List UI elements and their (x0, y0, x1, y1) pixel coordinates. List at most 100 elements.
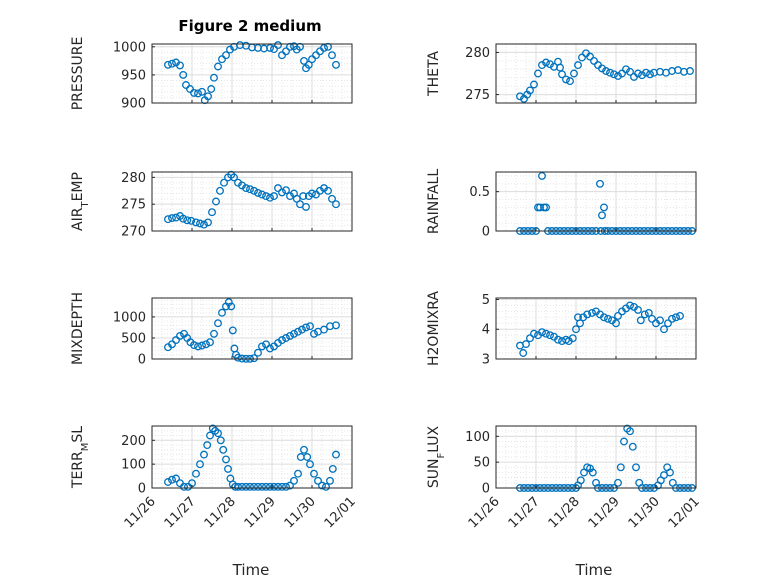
y-axis-label: AIRTEMP (70, 172, 91, 231)
data-point (258, 342, 266, 351)
axes-frame (151, 171, 353, 232)
data-point (222, 455, 230, 464)
data-point (312, 190, 320, 199)
subplot-h2omixra: 3 4 5 H2OMIXRA (426, 291, 697, 368)
data-point (538, 328, 546, 337)
y-tick-label: 0 (138, 482, 146, 497)
data-point (216, 436, 225, 445)
data-point (224, 464, 232, 473)
y-tick-label: 280 (465, 46, 490, 61)
data-point (224, 298, 233, 307)
subplot-terr-msl: 0 100 200 11/26 11/27 11/28 11/29 11/30 12/01 TER… (70, 424, 359, 531)
data-point (648, 314, 656, 323)
y-tick-label: 0 (138, 353, 146, 368)
x-tick-label: 11/27 (506, 494, 543, 531)
x-tick-label: 11/26 (466, 494, 503, 531)
data-point (612, 319, 620, 328)
data-point (572, 325, 580, 334)
data-point (583, 310, 592, 319)
data-point (332, 200, 340, 209)
data-point (300, 56, 308, 65)
data-point (622, 65, 630, 74)
data-point (214, 319, 222, 328)
data-point (208, 424, 217, 433)
data-point (586, 52, 594, 61)
data-point (274, 41, 282, 50)
data-point (246, 185, 254, 194)
data-point (216, 186, 224, 195)
data-point (568, 334, 577, 343)
axes-frame (495, 171, 697, 232)
data-point (202, 340, 210, 349)
data-point (230, 173, 238, 182)
data-point (176, 61, 184, 70)
data-point (286, 331, 294, 340)
y-axis-label: RAINFALL (426, 169, 442, 234)
data-point (204, 92, 212, 101)
data-point (190, 88, 198, 97)
data-point (194, 89, 202, 98)
data-point (179, 70, 188, 79)
data-point (227, 302, 236, 311)
data-point (282, 186, 290, 195)
data-point (656, 316, 664, 325)
data-point (302, 323, 310, 332)
data-point (200, 450, 208, 459)
data-point (598, 211, 606, 220)
x-tick-label: 11/30 (282, 494, 319, 531)
data-point (672, 313, 680, 322)
data-point (314, 476, 322, 485)
data-point (588, 468, 597, 477)
x-tick-label: 11/27 (162, 494, 199, 531)
subplot-air-temp: 270 275 280 AIRTEMP (70, 170, 353, 240)
axes-frame (151, 297, 353, 360)
axes-frame (151, 425, 353, 489)
data-point (266, 482, 274, 491)
data-point (542, 58, 550, 67)
data-point (538, 171, 546, 180)
data-point (194, 342, 202, 351)
data-point (294, 469, 302, 478)
data-point (590, 56, 598, 65)
data-point (614, 311, 622, 320)
y-axis-label: THETA (426, 51, 442, 97)
data-point (286, 481, 294, 490)
data-point (206, 338, 214, 347)
y-tick-label: 0 (482, 225, 490, 240)
data-point (626, 427, 634, 436)
data-point (184, 482, 192, 491)
data-point (310, 469, 318, 478)
data-point (606, 68, 614, 77)
data-point (218, 308, 226, 317)
data-point (308, 55, 316, 64)
data-point (203, 441, 212, 450)
data-point (640, 310, 649, 319)
subplot-pressure: 900 950 1000 PRESSURE (70, 37, 353, 112)
axes-frame (495, 43, 697, 104)
y-tick-label: 100 (121, 458, 146, 473)
data-point (204, 218, 212, 227)
data-point (592, 478, 600, 487)
data-point (294, 327, 302, 336)
data-point (636, 316, 645, 325)
data-point (180, 482, 188, 491)
data-point (172, 474, 180, 483)
data-point (274, 184, 282, 193)
data-point (320, 325, 328, 334)
x-tick-label: 12/01 (322, 494, 359, 531)
data-point (192, 218, 200, 227)
data-point (546, 331, 554, 340)
data-point (526, 86, 534, 95)
data-point (168, 59, 176, 68)
data-point (664, 319, 672, 328)
y-tick-label: 5 (482, 293, 490, 308)
data-point (296, 453, 305, 461)
data-point (526, 334, 534, 343)
y-tick-label: 1000 (113, 40, 146, 55)
data-point (298, 325, 306, 334)
data-point (192, 469, 200, 478)
data-point (519, 349, 528, 357)
data-point (534, 69, 542, 78)
